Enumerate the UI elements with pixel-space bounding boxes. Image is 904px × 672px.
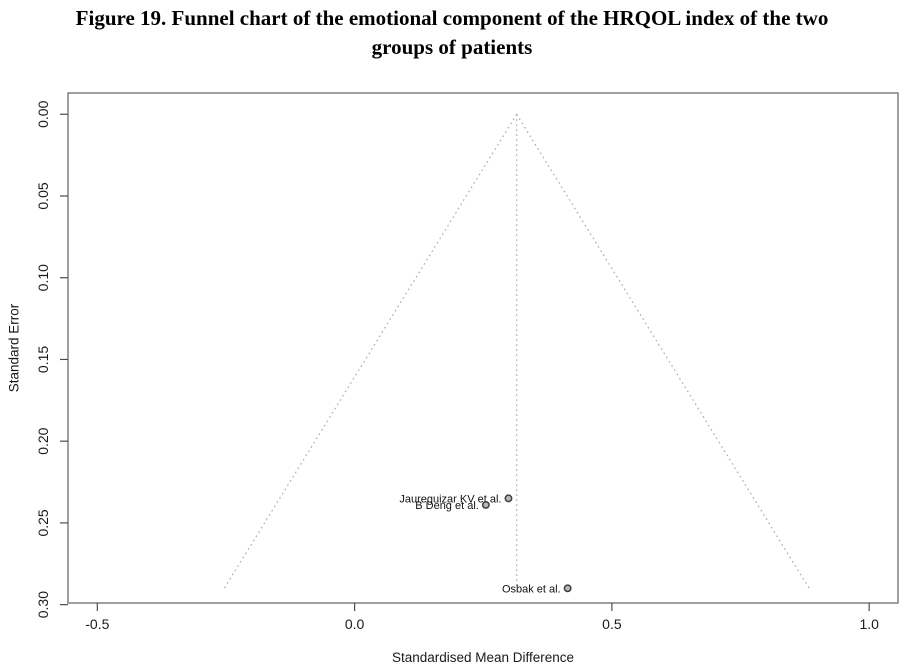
y-tick-label: 0.20	[35, 427, 51, 454]
figure-title-line-2: groups of patients	[371, 35, 533, 59]
y-axis-title-text: Standard Error	[6, 303, 22, 393]
study-point	[563, 584, 572, 593]
x-tick-label: 0.5	[602, 616, 622, 632]
figure-title: Figure 19. Funnel chart of the emotional…	[0, 4, 904, 62]
funnel-left-boundary-line	[223, 113, 518, 589]
x-tick-label: -0.5	[85, 616, 109, 632]
y-tick-label: 0.10	[35, 264, 51, 291]
x-tick-label: 1.0	[859, 616, 879, 632]
funnel-right-boundary-line	[516, 113, 810, 589]
study-point	[481, 500, 490, 509]
y-tick-label: 0.25	[35, 509, 51, 536]
y-tick-label: 0.00	[35, 100, 51, 127]
figure-title-line-1: Figure 19. Funnel chart of the emotional…	[75, 6, 829, 30]
study-point-label: Jaureguizar KV et al.	[399, 493, 501, 505]
x-tick-label: 0.0	[345, 616, 365, 632]
y-tick-label: 0.05	[35, 182, 51, 209]
study-point-label: Osbak et al.	[502, 583, 561, 595]
x-axis-title: Standardised Mean Difference	[391, 650, 575, 665]
plot-box	[67, 92, 899, 604]
study-point	[504, 494, 513, 503]
y-tick-label: 0.15	[35, 346, 51, 373]
study-point-label: B Deng et al.	[415, 500, 479, 512]
y-tick-label: 0.30	[35, 591, 51, 618]
